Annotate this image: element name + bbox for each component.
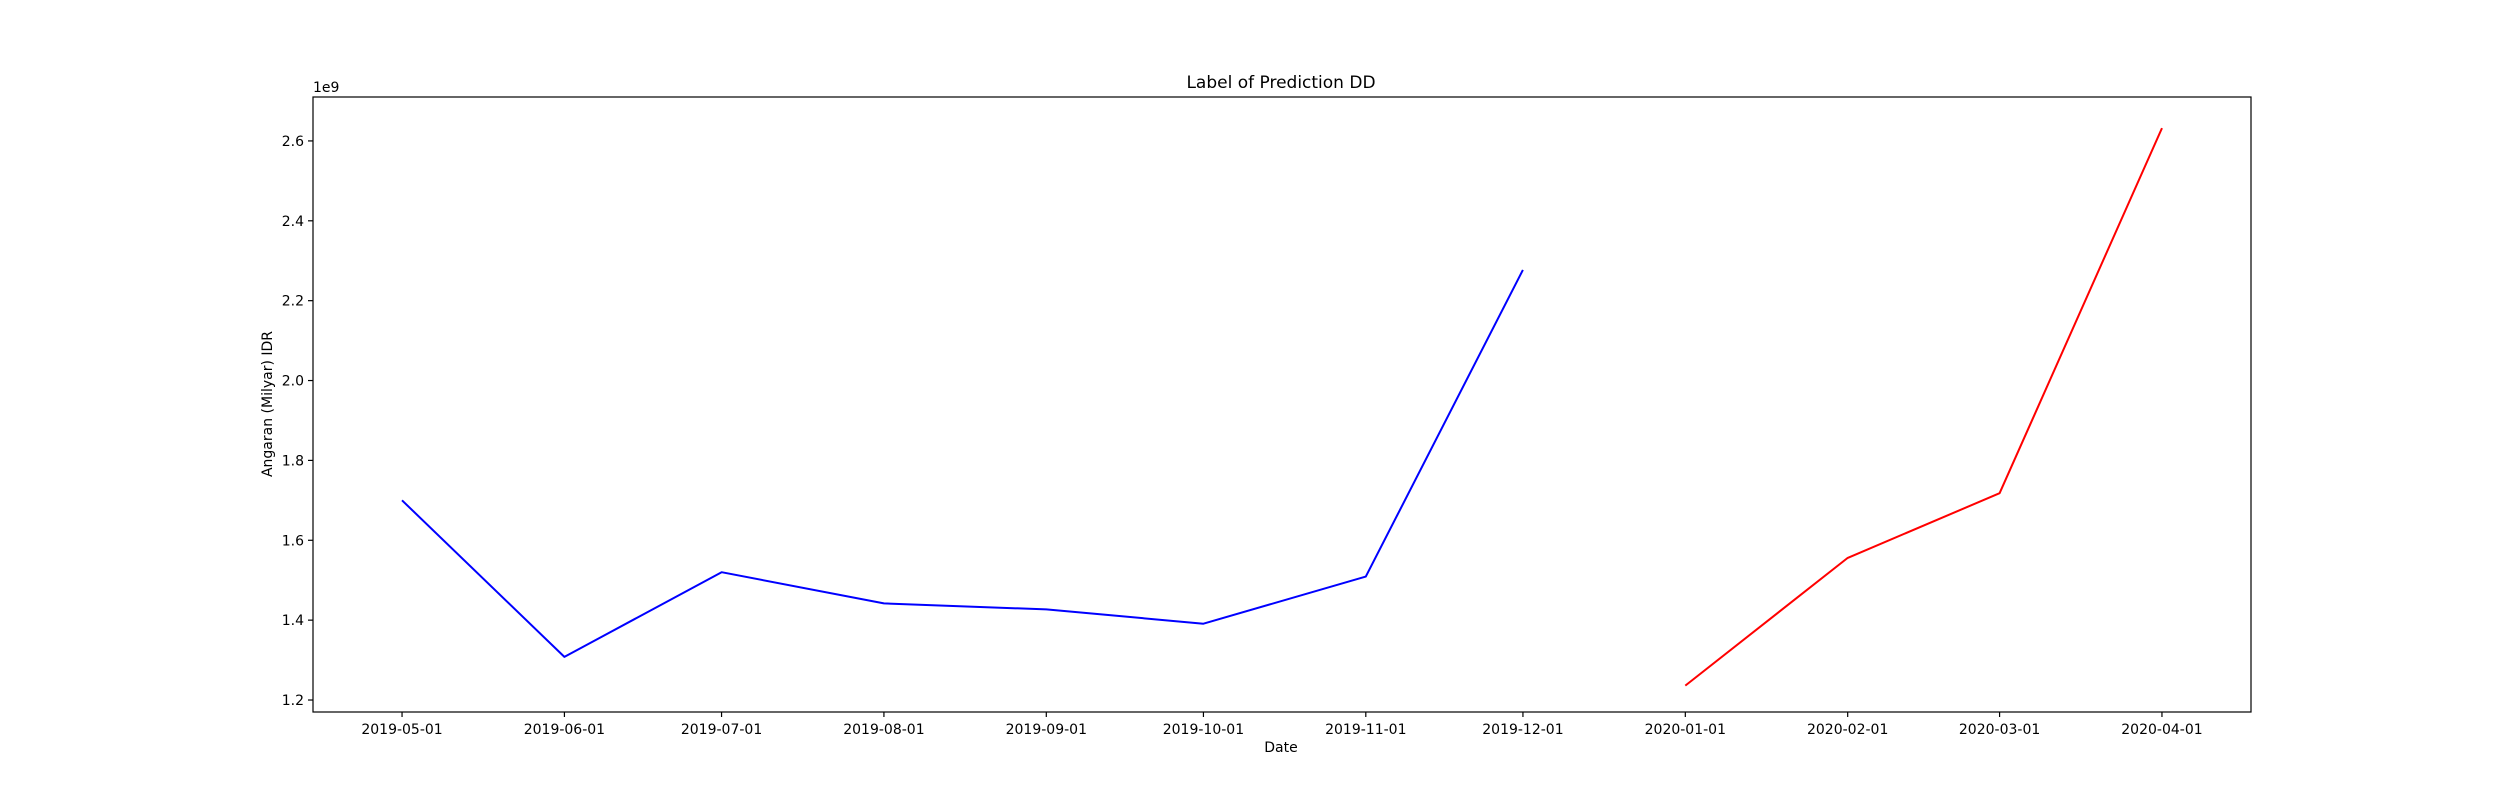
x-tick-label: 2019-11-01 (1325, 722, 1406, 738)
y-tick-label: 1.2 (282, 693, 304, 709)
series-line-1 (401, 269, 1524, 658)
x-tick-label: 2019-07-01 (681, 722, 762, 738)
series-layer (401, 127, 2163, 687)
plot-area-frame (312, 96, 2252, 713)
y-tick-label: 2.4 (282, 214, 304, 230)
x-tick-label: 2020-04-01 (2121, 722, 2202, 738)
y-tick-label: 1.8 (282, 453, 304, 469)
y-tick-label: 1.4 (282, 613, 304, 629)
y-tick-label: 2.6 (282, 134, 304, 150)
y-axis-title: Angaran (Milyar) IDR (260, 331, 276, 477)
x-tick-label: 2020-01-01 (1645, 722, 1726, 738)
x-tick-label: 2019-06-01 (524, 722, 605, 738)
x-tick-label: 2019-08-01 (843, 722, 924, 738)
y-tick-label: 1.6 (282, 533, 304, 549)
y-tick-label: 2.0 (282, 374, 304, 390)
x-tick-label: 2020-02-01 (1807, 722, 1888, 738)
x-tick-label: 2020-03-01 (1959, 722, 2040, 738)
series-line-2 (1684, 127, 2163, 687)
x-tick-label: 2019-05-01 (361, 722, 442, 738)
x-tick-label: 2019-10-01 (1163, 722, 1244, 738)
x-tick-label: 2019-12-01 (1482, 722, 1563, 738)
y-axis-offset-label: 1e9 (313, 80, 339, 96)
x-tick-label: 2019-09-01 (1006, 722, 1087, 738)
x-axis-ticks: 2019-05-01 2019-06-01 2019-07-01 2019-08-01… (361, 712, 2203, 738)
y-tick-label: 2.2 (282, 294, 304, 310)
chart-title: Label of Prediction DD (1186, 73, 1375, 93)
y-axis-ticks: 1.2 1.4 1.6 1.8 2.0 2.2 2.4 2.6 (282, 134, 313, 709)
x-axis-title: Date (1264, 740, 1297, 756)
